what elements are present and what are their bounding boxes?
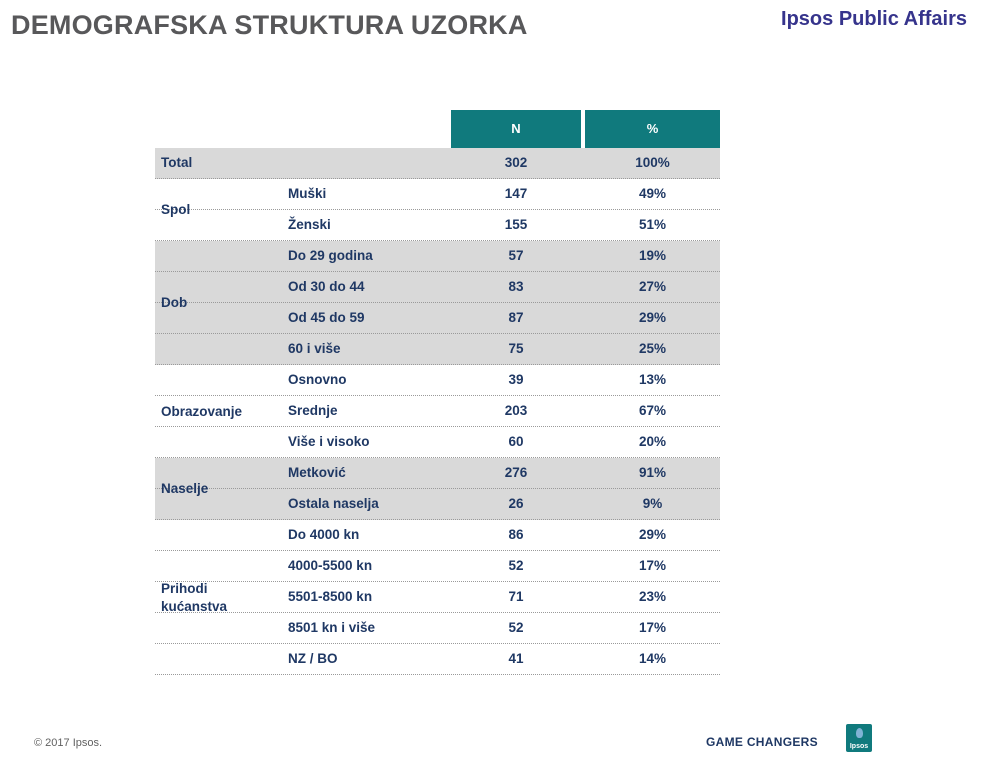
- row-pct: 91%: [638, 465, 667, 480]
- row-n: 26: [508, 496, 524, 511]
- table-group: Do 4000 kn 86 29% 4000-5500 kn 52 17% 5501-850…: [155, 520, 720, 675]
- row-n: 39: [508, 372, 524, 387]
- row-label: Osnovno: [288, 372, 347, 387]
- row-n: 147: [504, 186, 528, 201]
- copyright: © 2017 Ipsos.: [34, 737, 103, 749]
- row-n: 83: [508, 279, 524, 294]
- row-n: 57: [508, 248, 524, 263]
- row-n: 41: [508, 651, 524, 666]
- row-label: Do 29 godina: [288, 248, 373, 263]
- row-pct: 17%: [638, 558, 667, 573]
- header-pct: %: [585, 110, 720, 148]
- row-n: 60: [508, 434, 524, 449]
- table-row: NZ / BO 41 14%: [155, 644, 720, 675]
- row-n: 52: [508, 558, 524, 573]
- brand-name: Ipsos Public Affairs: [781, 8, 967, 30]
- total-pct: 100%: [635, 155, 670, 170]
- table-row: Ostala naselja 26 9%: [155, 489, 720, 520]
- row-label: 60 i više: [288, 341, 341, 356]
- table-row: Ženski 155 51%: [155, 210, 720, 241]
- row-pct: 27%: [638, 279, 667, 294]
- table-row: 8501 kn i više 52 17%: [155, 613, 720, 644]
- row-pct: 67%: [638, 403, 667, 418]
- row-pct: 23%: [638, 589, 667, 604]
- row-label: Ženski: [288, 217, 331, 232]
- logo-text: Ipsos: [849, 743, 869, 750]
- row-pct: 25%: [638, 341, 667, 356]
- table-row: 4000-5500 kn 52 17%: [155, 551, 720, 582]
- row-label: Do 4000 kn: [288, 527, 360, 542]
- row-n: 276: [504, 465, 528, 480]
- ipsos-logo: Ipsos: [846, 724, 872, 752]
- row-label: 5501-8500 kn: [288, 589, 373, 604]
- row-label: 8501 kn i više: [288, 620, 376, 635]
- table-row: Osnovno 39 13%: [155, 365, 720, 396]
- table-row: Više i visoko 60 20%: [155, 427, 720, 458]
- table-group: Muški 147 49% Ženski 155 51% Spol: [155, 179, 720, 241]
- group-label: Naselje: [161, 481, 209, 496]
- page-title: DEMOGRAFSKA STRUKTURA UZORKA: [11, 10, 528, 40]
- group-label: Dob: [161, 295, 188, 310]
- table-row: Srednje 203 67%: [155, 396, 720, 427]
- row-n: 71: [508, 589, 524, 604]
- group-label: Spol: [161, 202, 191, 217]
- row-label: Od 30 do 44: [288, 279, 365, 294]
- header-n: N: [451, 110, 581, 148]
- table-row: Od 30 do 44 83 27%: [155, 272, 720, 303]
- row-pct: 29%: [638, 310, 667, 325]
- row-pct: 51%: [638, 217, 667, 232]
- total-label: Total: [161, 155, 193, 170]
- table-row: Do 4000 kn 86 29%: [155, 520, 720, 551]
- row-label: Od 45 do 59: [288, 310, 365, 325]
- row-pct: 13%: [638, 372, 667, 387]
- table-row: Metković 276 91%: [155, 458, 720, 489]
- table-header: N %: [155, 110, 720, 148]
- group-label: Obrazovanje: [161, 403, 243, 419]
- table-row: 5501-8500 kn 71 23%: [155, 582, 720, 613]
- row-pct: 9%: [642, 496, 663, 511]
- row-n: 75: [508, 341, 524, 356]
- table-group: Do 29 godina 57 19% Od 30 do 44 83 27% Od 45 d…: [155, 241, 720, 365]
- table-row: Od 45 do 59 87 29%: [155, 303, 720, 334]
- row-label: 4000-5500 kn: [288, 558, 373, 573]
- row-n: 155: [504, 217, 528, 232]
- table-body: Muški 147 49% Ženski 155 51% Spol Do 29 godina 5…: [155, 179, 720, 675]
- logo-mark-icon: [856, 728, 863, 738]
- row-pct: 19%: [638, 248, 667, 263]
- row-n: 203: [504, 403, 528, 418]
- row-pct: 20%: [638, 434, 667, 449]
- row-label: Muški: [288, 186, 327, 201]
- row-pct: 14%: [638, 651, 667, 666]
- row-pct: 49%: [638, 186, 667, 201]
- table-row: 60 i više 75 25%: [155, 334, 720, 365]
- table-group: Osnovno 39 13% Srednje 203 67% Više i visoko 60…: [155, 365, 720, 458]
- row-n: 86: [508, 527, 524, 542]
- row-label: Srednje: [288, 403, 338, 418]
- row-label: Metković: [288, 465, 346, 480]
- table-row: Muški 147 49%: [155, 179, 720, 210]
- row-n: 87: [508, 310, 524, 325]
- row-label: Više i visoko: [288, 434, 370, 449]
- row-n: 52: [508, 620, 524, 635]
- tagline: GAME CHANGERS: [706, 735, 818, 749]
- demographics-table: N % Total 302 100% Muški 147 49% Ženski 155 5…: [155, 110, 720, 675]
- row-label: NZ / BO: [288, 651, 338, 666]
- row-pct: 17%: [638, 620, 667, 635]
- table-row: Do 29 godina 57 19%: [155, 241, 720, 272]
- group-label: Prihodi kućanstva: [161, 580, 228, 614]
- table-group: Metković 276 91% Ostala naselja 26 9% Naselje: [155, 458, 720, 520]
- total-n: 302: [504, 155, 528, 170]
- row-pct: 29%: [638, 527, 667, 542]
- table-row-total: Total 302 100%: [155, 148, 720, 179]
- row-label: Ostala naselja: [288, 496, 379, 511]
